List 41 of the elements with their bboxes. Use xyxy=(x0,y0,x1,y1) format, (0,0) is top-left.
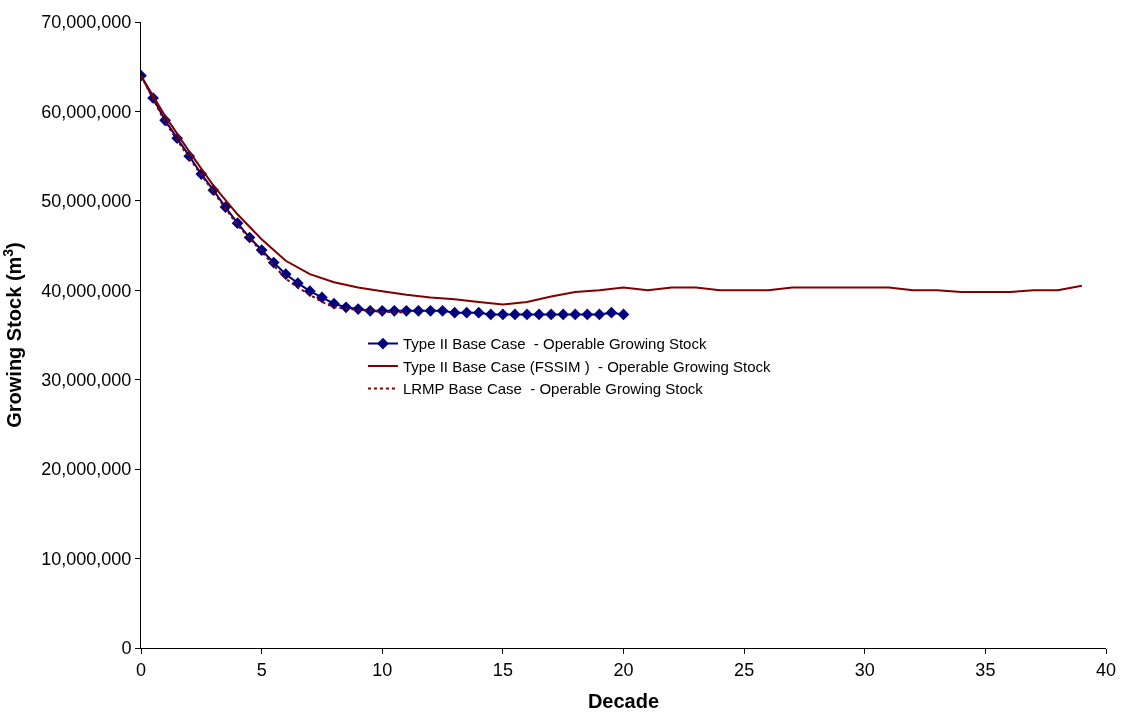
point xyxy=(412,305,425,317)
x-tick-label: 35 xyxy=(975,659,996,680)
legend-label: LRMP Base Case - Operable Growing Stock xyxy=(402,380,704,398)
point xyxy=(400,305,413,317)
point xyxy=(316,291,328,304)
point xyxy=(617,308,630,321)
point xyxy=(533,308,545,321)
y-tick-label: 70,000,000 xyxy=(41,12,132,33)
y-tick-label: 30,000,000 xyxy=(41,370,132,391)
point xyxy=(545,308,557,321)
point xyxy=(605,306,618,319)
y-tick-label: 60,000,000 xyxy=(41,101,132,122)
point xyxy=(448,306,461,319)
y-tick-label: 0 xyxy=(121,638,132,659)
point xyxy=(593,308,606,321)
point xyxy=(521,308,533,321)
point xyxy=(509,308,521,321)
legend-label: Type II Base Case - Operable Growing Stock xyxy=(402,335,707,353)
y-tick-label: 10,000,000 xyxy=(41,548,132,569)
point xyxy=(569,308,582,321)
x-tick-label: 30 xyxy=(854,659,875,680)
x-tick-label: 0 xyxy=(135,659,147,680)
x-tick-label: 40 xyxy=(1095,659,1117,680)
point xyxy=(497,308,509,321)
x-tick-label: 20 xyxy=(613,659,634,680)
point xyxy=(557,308,570,321)
y-tick-label: 50,000,000 xyxy=(41,191,132,212)
y-tick-label: 40,000,000 xyxy=(41,280,132,301)
point xyxy=(581,308,594,321)
point xyxy=(436,305,449,317)
x-tick-label: 25 xyxy=(734,659,755,680)
point xyxy=(484,308,497,321)
y-tick-label: 20,000,000 xyxy=(41,459,132,480)
point xyxy=(424,305,437,317)
x-tick-label: 10 xyxy=(372,659,393,680)
x-axis-title: Decade xyxy=(587,690,660,713)
point xyxy=(460,306,473,319)
point xyxy=(472,306,485,319)
x-tick-label: 15 xyxy=(492,659,513,680)
x-tick-label: 5 xyxy=(256,659,267,680)
legend-label: Type II Base Case (FSSIM ) - Operable Growing Stock xyxy=(402,357,772,375)
